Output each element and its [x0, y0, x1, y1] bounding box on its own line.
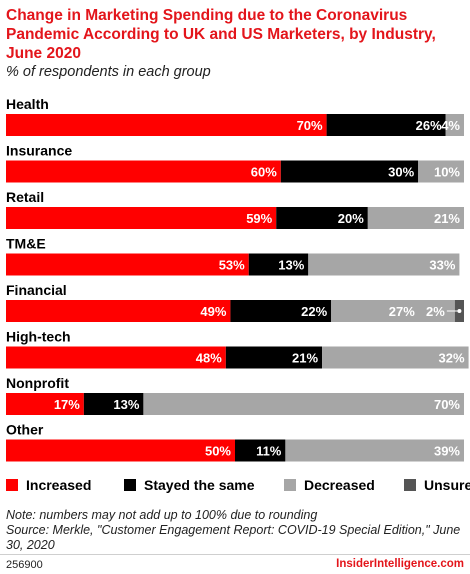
- data-label-financial-unsure: 2%: [426, 304, 445, 319]
- category-label-tm-e: TM&E: [6, 236, 46, 252]
- data-label-retail-increased: 59%: [246, 211, 272, 226]
- bar-segment-insurance-increased: [6, 160, 281, 183]
- data-label-other-stayed-the-same: 11%: [256, 444, 282, 459]
- bar-segment-high-tech-decreased: [322, 346, 469, 369]
- legend-swatch-decreased: [284, 479, 296, 491]
- bar-segment-other-increased: [6, 439, 235, 462]
- data-label-insurance-increased: 60%: [251, 165, 277, 180]
- bar-segment-financial-stayed-the-same: [230, 300, 332, 322]
- bar-segment-other-stayed-the-same: [235, 439, 286, 462]
- bar-segment-other-decreased: [285, 439, 464, 462]
- data-label-retail-decreased: 21%: [434, 211, 460, 226]
- bar-segment-high-tech-stayed-the-same: [225, 346, 323, 369]
- data-label-financial-decreased: 27%: [389, 304, 415, 319]
- data-label-retail-stayed-the-same: 20%: [338, 211, 364, 226]
- category-label-high-tech: High-tech: [6, 329, 71, 345]
- bar-segment-retail-decreased: [367, 207, 464, 229]
- legend-item-unsure: Unsure: [404, 477, 470, 493]
- data-label-tm-e-decreased: 33%: [429, 258, 455, 273]
- bar-segment-high-tech-increased: [6, 346, 226, 369]
- data-label-health-stayed-the-same: 26%: [416, 118, 442, 133]
- chart-notes: Note: numbers may not add up to 100% due…: [6, 508, 466, 553]
- data-label-high-tech-decreased: 32%: [439, 351, 465, 366]
- legend-item-stayed: Stayed the same: [124, 477, 255, 493]
- data-label-tm-e-stayed-the-same: 13%: [278, 258, 304, 273]
- bar-segment-insurance-stayed-the-same: [280, 160, 419, 183]
- bar-segment-nonprofit-stayed-the-same: [83, 393, 144, 415]
- bar-segment-retail-increased: [6, 207, 277, 229]
- data-label-high-tech-increased: 48%: [196, 351, 222, 366]
- category-label-financial: Financial: [6, 282, 67, 298]
- legend-item-decreased: Decreased: [284, 477, 375, 493]
- bar-segment-nonprofit-increased: [6, 393, 84, 415]
- category-label-insurance: Insurance: [6, 143, 72, 159]
- data-label-nonprofit-decreased: 70%: [434, 397, 460, 412]
- category-label-health: Health: [6, 96, 49, 112]
- data-label-health-decreased: 4%: [441, 118, 460, 133]
- category-label-retail: Retail: [6, 189, 44, 205]
- legend-label-increased: Increased: [26, 477, 92, 493]
- data-label-tm-e-increased: 53%: [219, 258, 245, 273]
- data-label-insurance-stayed-the-same: 30%: [388, 165, 414, 180]
- legend-swatch-unsure: [404, 479, 416, 491]
- legend-label-stayed: Stayed the same: [144, 477, 255, 493]
- stacked-bar-chart: Health 70% 26% 4% Insurance 60% 30% 10% Retail 59…: [6, 96, 469, 462]
- legend-swatch-stayed: [124, 479, 136, 491]
- brand-logo-text: InsiderIntelligence.com: [336, 558, 464, 570]
- legend-swatch-increased: [6, 479, 18, 491]
- bar-segment-tm-e-decreased: [308, 253, 460, 276]
- data-label-other-increased: 50%: [205, 444, 231, 459]
- legend-item-increased: Increased: [6, 477, 91, 493]
- data-label-financial-increased: 49%: [200, 304, 226, 319]
- data-label-other-decreased: 39%: [434, 444, 460, 459]
- source-text: Source: Merkle, "Customer Engagement Rep…: [6, 523, 461, 552]
- bar-segment-health-decreased: [445, 114, 464, 136]
- note-text: Note: numbers may not add up to 100% due…: [6, 508, 318, 522]
- chart-id: 256900: [6, 559, 43, 571]
- bar-segment-nonprofit-decreased: [143, 393, 464, 415]
- data-label-high-tech-stayed-the-same: 21%: [292, 351, 318, 366]
- category-label-nonprofit: Nonprofit: [6, 375, 69, 391]
- data-label-health-increased: 70%: [297, 118, 323, 133]
- chart-title: Change in Marketing Spending due to the …: [6, 7, 436, 62]
- bar-segment-health-stayed-the-same: [326, 114, 446, 136]
- bar-segment-retail-stayed-the-same: [276, 207, 368, 229]
- footer-divider: [0, 554, 470, 555]
- bar-segment-financial-decreased: [331, 300, 455, 322]
- legend-label-decreased: Decreased: [304, 477, 375, 493]
- chart-subtitle: % of respondents in each group: [6, 64, 211, 80]
- bar-segment-health-increased: [6, 114, 327, 136]
- data-label-nonprofit-stayed-the-same: 13%: [113, 397, 139, 412]
- bar-segment-tm-e-stayed-the-same: [248, 253, 309, 276]
- data-label-nonprofit-increased: 17%: [54, 397, 80, 412]
- chart-legend: Increased Stayed the same Decreased Unsu…: [6, 477, 470, 497]
- category-label-other: Other: [6, 422, 44, 438]
- legend-label-unsure: Unsure: [424, 477, 470, 493]
- data-label-financial-stayed-the-same: 22%: [301, 304, 327, 319]
- bar-segment-tm-e-increased: [6, 253, 249, 276]
- bar-segment-financial-increased: [6, 300, 231, 322]
- data-label-insurance-decreased: 10%: [434, 165, 460, 180]
- bar-segment-insurance-decreased: [418, 160, 464, 183]
